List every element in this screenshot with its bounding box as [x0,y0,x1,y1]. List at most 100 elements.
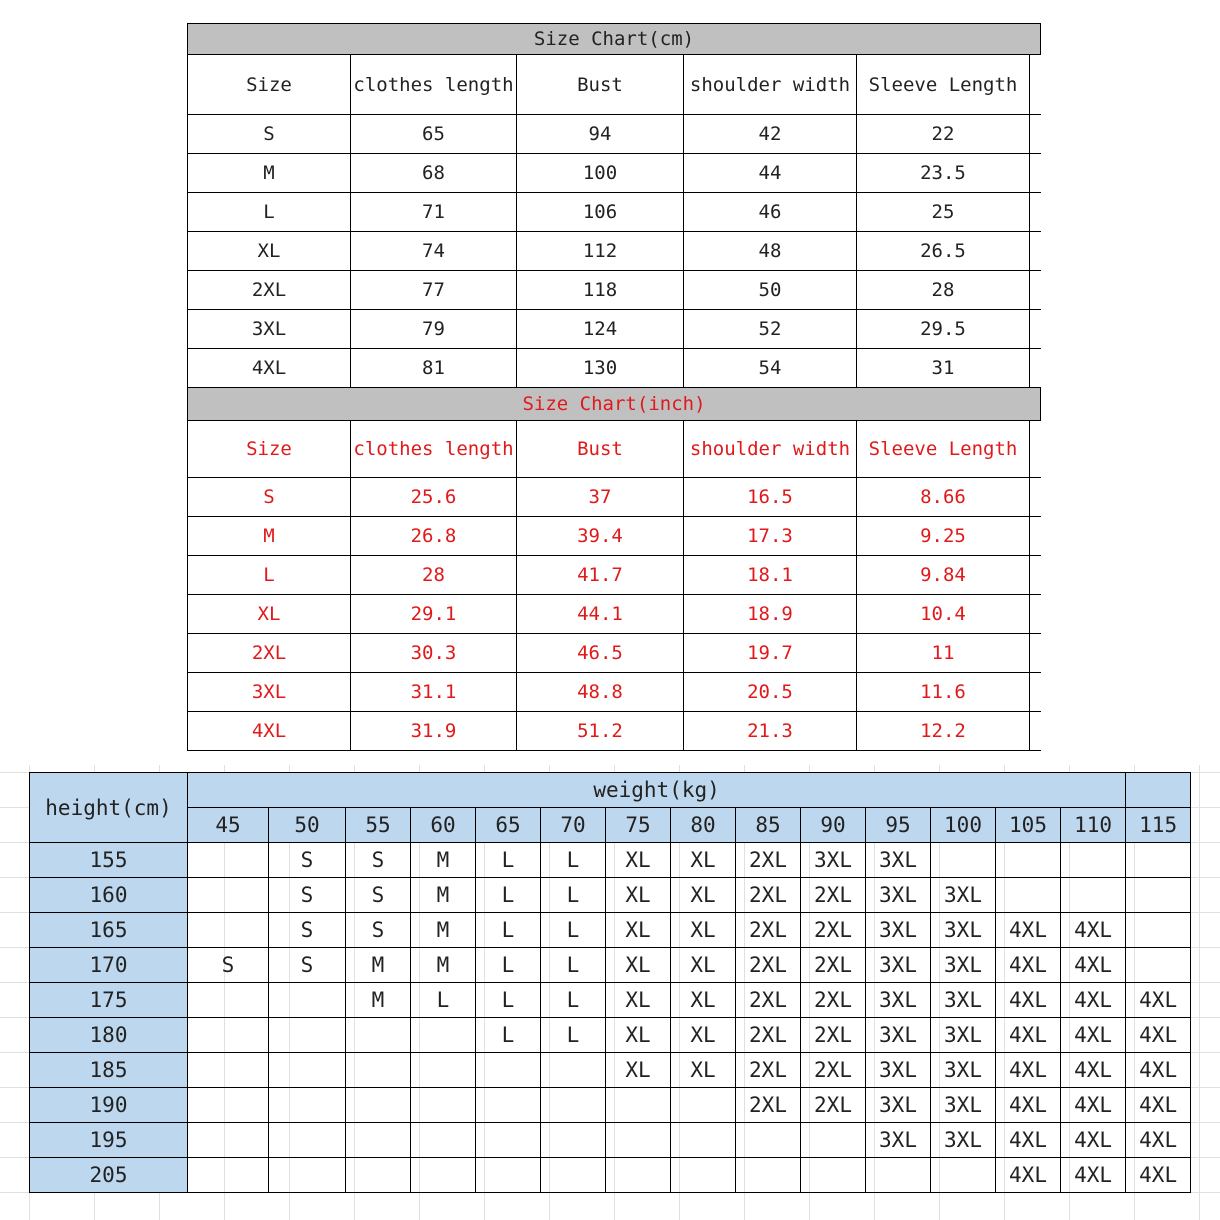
table-cell: 31 [856,348,1030,388]
table-cell: 23.5 [856,153,1030,193]
table-cell: 46.5 [516,633,684,673]
size-cell: 4XL [1125,1157,1192,1193]
table-row: 195 3XL 3XL 4XL 4XL 4XL [29,1122,1192,1158]
size-cell: 4XL [1125,982,1192,1018]
blank-cell [1029,270,1041,310]
height-cell: 160 [29,877,188,913]
blank-cell [1029,672,1041,712]
table-row: 170 S S M M L L XL XL 2XL 2XL 3XL 3XL 4XL 4XL [29,947,1192,983]
size-cell: L [540,982,606,1018]
size-cell [475,1122,541,1158]
size-cell: 4XL [1059,912,1127,948]
table-cell: 39.4 [516,516,684,556]
column-header: Size [187,420,351,478]
weight-header: 110 [1059,807,1127,843]
size-cell [735,1122,801,1158]
table-cell: 26.8 [350,516,517,556]
table-cell: 10.4 [856,594,1030,634]
size-cell: 3XL [930,877,996,913]
size-cell: 2XL [735,1087,801,1123]
blank-cell [1029,192,1041,232]
size-cell [345,1122,411,1158]
table-row: S 25.6 37 16.5 8.66 [187,477,1041,517]
size-cell [187,1122,269,1158]
size-cell: 4XL [995,1052,1061,1088]
blank-cell [1029,348,1041,388]
table-cell: 44.1 [516,594,684,634]
table-row: 2XL 30.3 46.5 19.7 11 [187,633,1041,673]
size-cell [605,1157,671,1193]
size-cell [187,1052,269,1088]
table-cell: 20.5 [683,672,857,712]
size-cell: M [410,912,476,948]
table-cell: XL [187,594,351,634]
table-cell: 9.84 [856,555,1030,595]
size-cell: 3XL [865,1122,931,1158]
size-cell: 4XL [1059,1157,1127,1193]
size-cell: 3XL [930,1087,996,1123]
size-cell [187,842,269,878]
size-cell: 3XL [930,1122,996,1158]
size-cell: 3XL [930,982,996,1018]
table-row: 190 2XL 2XL 3XL 3XL 4XL 4XL 4XL [29,1087,1192,1123]
weight-header: 65 [475,807,541,843]
column-header: shoulder width [683,420,857,478]
size-cell: 3XL [865,1087,931,1123]
table-cell: 71 [350,192,517,232]
size-cell: 4XL [1125,1087,1192,1123]
size-cell [187,1087,269,1123]
weight-header: 60 [410,807,476,843]
size-cell: 4XL [995,1017,1061,1053]
height-cell: 175 [29,982,188,1018]
blank-cell [1029,54,1041,115]
size-cell: 4XL [1125,1052,1192,1088]
column-header: Bust [516,420,684,478]
height-label: height(cm) [29,772,188,843]
weight-header: 45 [187,807,269,843]
size-cell: S [345,842,411,878]
size-cell [268,1122,346,1158]
size-cell: XL [670,947,736,983]
table-cell: 18.9 [683,594,857,634]
table-cell: 51.2 [516,711,684,751]
size-cell: 4XL [1125,1122,1192,1158]
size-cell: 4XL [995,1087,1061,1123]
size-cell [540,1122,606,1158]
size-cell: 2XL [800,982,866,1018]
table-cell: 8.66 [856,477,1030,517]
size-cell [735,1157,801,1193]
size-cell [268,982,346,1018]
size-cell [345,1157,411,1193]
size-cell [670,1122,736,1158]
size-cell: 3XL [930,1052,996,1088]
table-cell: 52 [683,309,857,349]
table-cell: 22 [856,114,1030,154]
table-cell: 16.5 [683,477,857,517]
table-cell: 12.2 [856,711,1030,751]
size-cell: XL [605,1017,671,1053]
table-cell: 37 [516,477,684,517]
chart-title: Size Chart(cm) [187,23,1041,55]
size-cell: M [345,982,411,1018]
column-header: Sleeve Length [856,54,1030,115]
size-cell [410,1122,476,1158]
size-cell: XL [670,912,736,948]
size-cell: 3XL [865,1052,931,1088]
table-cell: 11 [856,633,1030,673]
size-cell: 4XL [1059,947,1127,983]
size-cell [410,1052,476,1088]
size-cell [800,1122,866,1158]
table-cell: 28 [856,270,1030,310]
size-cell: M [410,877,476,913]
size-cell: XL [605,912,671,948]
table-cell: 100 [516,153,684,193]
weight-header: 95 [865,807,931,843]
table-row: 2XL 77 118 50 28 [187,270,1041,310]
size-cell: 3XL [865,842,931,878]
size-cell: 2XL [735,982,801,1018]
size-cell [187,877,269,913]
size-cell: L [475,947,541,983]
table-cell: 106 [516,192,684,232]
size-cell: XL [605,1052,671,1088]
size-cell [345,1052,411,1088]
